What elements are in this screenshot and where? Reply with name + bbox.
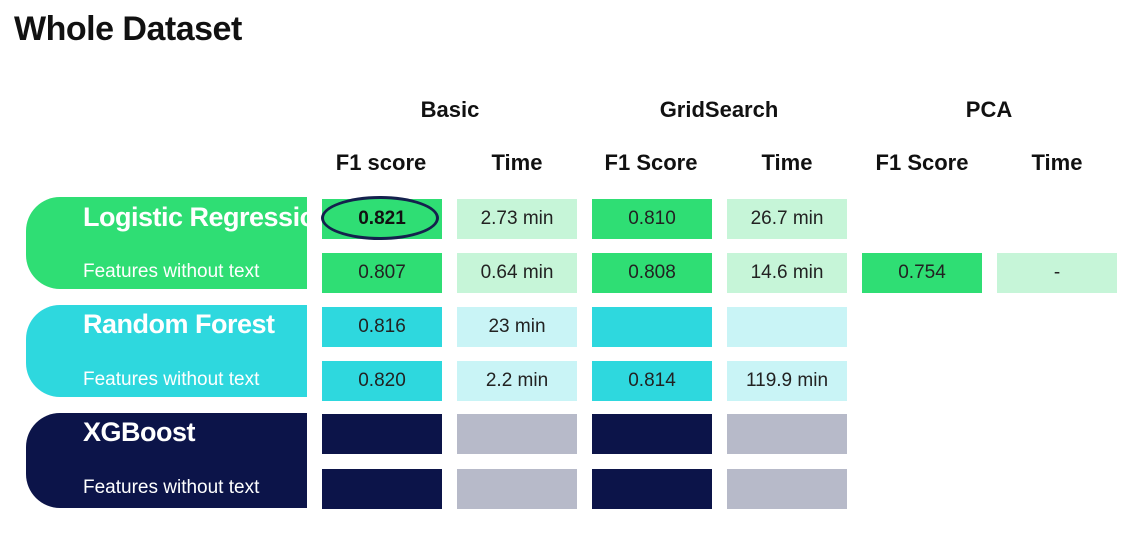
model-band-logistic-regression bbox=[26, 197, 307, 289]
highlight-ellipse bbox=[321, 196, 439, 240]
table-cell: 23 min bbox=[457, 307, 577, 347]
table-cell: 0.807 bbox=[322, 253, 442, 293]
model-name-logistic-regression: Logistic Regression bbox=[83, 202, 332, 232]
sub-label-logistic-regression: Features without text bbox=[83, 261, 260, 282]
table-cell: - bbox=[997, 253, 1117, 293]
table-cell: 119.9 min bbox=[727, 361, 847, 401]
group-header-basic: Basic bbox=[420, 97, 480, 122]
sub-label-xgboost: Features without text bbox=[83, 477, 260, 498]
table-cell bbox=[457, 469, 577, 509]
table-cell: 0.64 min bbox=[457, 253, 577, 293]
table-cell: 2.2 min bbox=[457, 361, 577, 401]
table-cell bbox=[592, 469, 712, 509]
table-cell bbox=[592, 307, 712, 347]
table-cell: 0.816 bbox=[322, 307, 442, 347]
table-cell: 0.814 bbox=[592, 361, 712, 401]
model-band-random-forest bbox=[26, 305, 307, 397]
model-name-random-forest: Random Forest bbox=[83, 309, 275, 339]
table-cell bbox=[727, 469, 847, 509]
column-header-basic-time: Time bbox=[491, 150, 543, 175]
column-header-gridsearch-time: Time bbox=[761, 150, 813, 175]
table-cell: 26.7 min bbox=[727, 199, 847, 239]
model-name-xgboost: XGBoost bbox=[83, 417, 196, 447]
model-band-xgboost bbox=[26, 413, 307, 508]
table-cell: 2.73 min bbox=[457, 199, 577, 239]
group-header-gridsearch: GridSearch bbox=[659, 97, 779, 122]
table-cell bbox=[727, 414, 847, 454]
column-header-pca-f1: F1 Score bbox=[875, 150, 969, 175]
table-cell bbox=[322, 469, 442, 509]
sub-label-random-forest: Features without text bbox=[83, 369, 260, 390]
table-cell: 0.820 bbox=[322, 361, 442, 401]
table-cell bbox=[592, 414, 712, 454]
table-cell bbox=[322, 414, 442, 454]
column-header-gridsearch-f1: F1 Score bbox=[604, 150, 698, 175]
table-cell: 0.810 bbox=[592, 199, 712, 239]
table-cell bbox=[457, 414, 577, 454]
column-header-basic-f1: F1 score bbox=[335, 150, 427, 175]
column-header-pca-time: Time bbox=[1031, 150, 1083, 175]
table-cell: 0.808 bbox=[592, 253, 712, 293]
table-cell: 14.6 min bbox=[727, 253, 847, 293]
table-cell bbox=[727, 307, 847, 347]
group-header-pca: PCA bbox=[965, 97, 1013, 122]
table-cell: 0.754 bbox=[862, 253, 982, 293]
page-title: Whole Dataset bbox=[14, 10, 242, 48]
